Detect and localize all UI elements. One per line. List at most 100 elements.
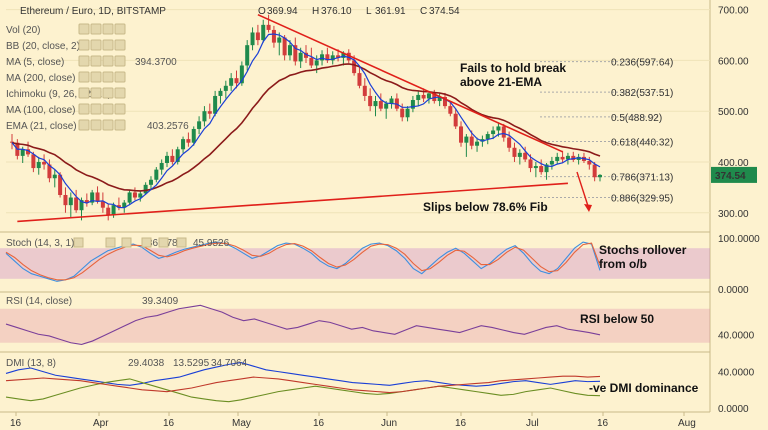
legend-control-icon[interactable] [121, 237, 132, 248]
candle-body [512, 147, 517, 157]
candle-body [138, 193, 143, 198]
annotation-fails-break: above 21-EMA [460, 75, 542, 89]
ohlc-value: 376.10 [321, 6, 352, 17]
oscillator-band [0, 308, 710, 343]
candle [448, 101, 453, 117]
candle-body [325, 54, 330, 61]
candle-body [100, 201, 105, 208]
legend-control-icon[interactable] [102, 119, 114, 131]
legend-control-icon[interactable] [78, 87, 90, 99]
candle-body [223, 85, 228, 91]
legend-control-icon[interactable] [78, 119, 90, 131]
candle-body [592, 164, 597, 178]
legend-control-icon[interactable] [90, 103, 102, 115]
legend-control-icon[interactable] [102, 39, 114, 51]
rsi-legend: RSI (14, close) [6, 296, 72, 307]
ohlc-key: O [258, 6, 266, 17]
candle-body [132, 192, 137, 198]
dmi-minus-value: 13.5295 [173, 358, 210, 369]
candle [106, 203, 111, 221]
candle-body [555, 156, 560, 161]
candle [533, 161, 538, 178]
candle [410, 95, 415, 113]
stoch-legend: Stoch (14, 3, 1) [6, 238, 74, 249]
indicator-legend-value: 403.2576 [147, 121, 189, 132]
candle-body [245, 45, 250, 66]
candle-body [148, 179, 153, 185]
legend-control-icon[interactable] [78, 71, 90, 83]
oscillator-tick-label: 40.0000 [718, 330, 755, 341]
candle-body [320, 54, 325, 61]
candle-body [539, 166, 544, 173]
candle [571, 151, 576, 162]
candle [282, 35, 287, 61]
stoch-annotation: from o/b [599, 257, 647, 271]
legend-control-icon[interactable] [78, 55, 90, 67]
candle-body [549, 160, 554, 165]
legend-control-icon[interactable] [141, 237, 152, 248]
candle-body [79, 200, 84, 211]
fib-level-label: 0.236(597.64) [611, 58, 673, 69]
candle [255, 24, 260, 46]
ohlc-value: 374.54 [429, 6, 460, 17]
candle-body [271, 29, 276, 43]
indicator-legend-label: MA (200, close) [6, 73, 75, 84]
legend-control-icon[interactable] [78, 39, 90, 51]
candle [213, 90, 218, 117]
legend-control-icon[interactable] [105, 237, 116, 248]
candle [309, 47, 314, 69]
candle-body [191, 128, 196, 143]
candle [26, 141, 31, 157]
legend-control-icon[interactable] [114, 23, 126, 35]
candle [555, 152, 560, 165]
legend-control-icon[interactable] [90, 23, 102, 35]
candle [175, 146, 180, 165]
candle [100, 192, 105, 213]
candle-body [491, 130, 496, 135]
candle-body [598, 174, 602, 178]
legend-control-icon[interactable] [102, 87, 114, 99]
candle [475, 137, 480, 152]
candle-body [517, 152, 522, 157]
legend-control-icon[interactable] [176, 237, 187, 248]
legend-control-icon[interactable] [102, 71, 114, 83]
legend-control-icon[interactable] [78, 103, 90, 115]
candle [362, 78, 367, 102]
candle-body [314, 60, 319, 66]
candle [437, 93, 442, 107]
legend-control-icon[interactable] [114, 71, 126, 83]
fib-level-label: 0.5(488.92) [611, 113, 662, 124]
candle [394, 93, 399, 112]
legend-control-icon[interactable] [102, 23, 114, 35]
fib-level-label: 0.382(537.51) [611, 88, 673, 99]
candle-body [544, 164, 549, 173]
candle-body [475, 141, 480, 146]
legend-control-icon[interactable] [90, 71, 102, 83]
legend-control-icon[interactable] [102, 55, 114, 67]
trendline-support [17, 182, 568, 223]
candle-body [197, 121, 202, 129]
legend-control-icon[interactable] [114, 119, 126, 131]
legend-control-icon[interactable] [90, 87, 102, 99]
candle [400, 103, 405, 122]
legend-control-icon[interactable] [114, 87, 126, 99]
legend-control-icon[interactable] [102, 103, 114, 115]
candle [181, 136, 186, 153]
legend-control-icon[interactable] [114, 103, 126, 115]
stoch-d-value: 45.9526 [193, 238, 230, 249]
oscillator-tick-label: 40.0000 [718, 368, 755, 379]
candle-body [346, 52, 351, 61]
legend-control-icon[interactable] [114, 39, 126, 51]
candle-body [587, 160, 592, 165]
legend-control-icon[interactable] [90, 39, 102, 51]
legend-control-icon[interactable] [114, 55, 126, 67]
candle-body [400, 108, 405, 118]
time-axis-label: 16 [313, 418, 325, 429]
legend-control-icon[interactable] [73, 237, 84, 248]
legend-control-icon[interactable] [90, 55, 102, 67]
legend-control-icon[interactable] [78, 23, 90, 35]
legend-control-icon[interactable] [158, 237, 169, 248]
candle-body [111, 205, 116, 216]
legend-control-icon[interactable] [90, 119, 102, 131]
